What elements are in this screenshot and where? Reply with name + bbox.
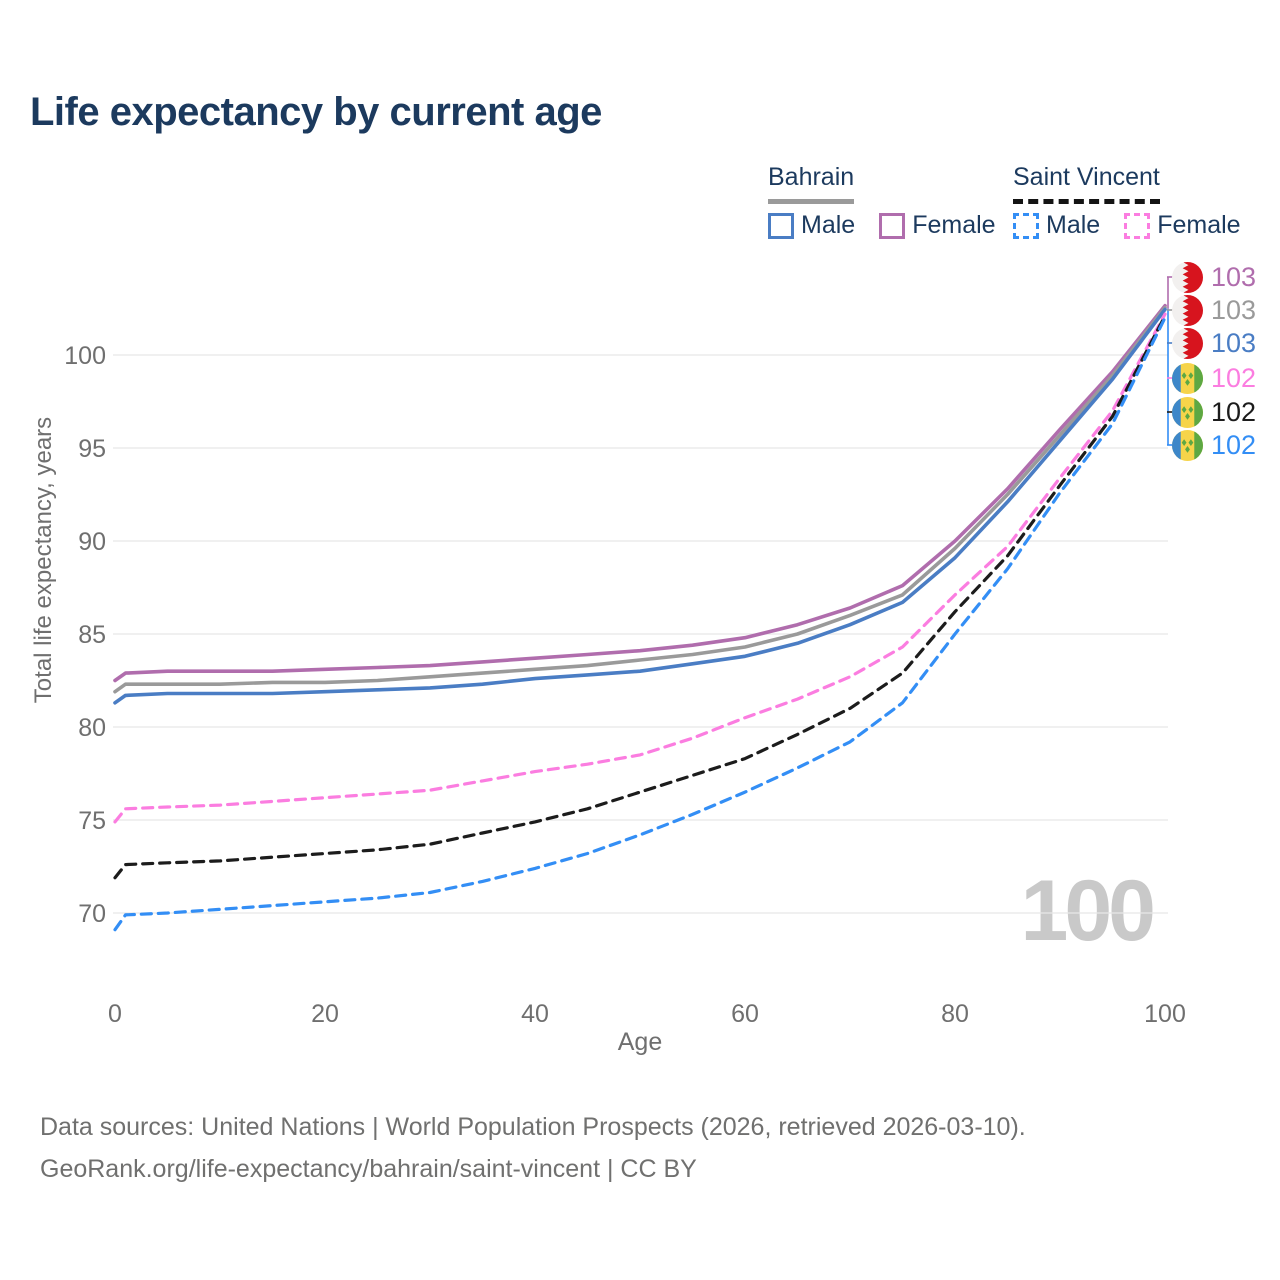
y-tick-label: 95 (78, 435, 106, 463)
x-tick-label: 0 (108, 1000, 122, 1028)
legend-label: Male (801, 211, 856, 239)
end-label-bahrain-female: 103 (1172, 259, 1256, 295)
y-tick-label: 70 (78, 900, 106, 928)
page-title: Life expectancy by current age (30, 90, 602, 134)
series-line-saint-vincent-female[interactable] (113, 312, 1167, 824)
y-tick-label: 100 (64, 342, 106, 370)
bahrain-flag-icon (1172, 327, 1203, 359)
x-axis-title: Age (617, 1028, 663, 1056)
end-label-saint-vincent-male: 102 (1172, 427, 1256, 463)
y-tick-label: 90 (78, 528, 106, 556)
attribution-line: GeoRank.org/life-expectancy/bahrain/sain… (40, 1155, 697, 1183)
saint-vincent-flag-icon (1172, 362, 1203, 394)
saint-vincent-female-swatch-icon (1124, 212, 1151, 239)
end-value: 102 (1211, 429, 1257, 460)
saint-vincent-male-swatch-icon (1013, 212, 1039, 239)
end-label-saint-vincent-both: 102 (1172, 394, 1256, 430)
footer: Data sources: United Nations | World Pop… (40, 1106, 1026, 1190)
data-source-line: Data sources: United Nations | World Pop… (40, 1113, 1026, 1141)
legend-label: Male (1046, 211, 1101, 239)
age-indicator-watermark: 100 (1020, 863, 1157, 959)
bahrain-flag-icon (1172, 261, 1203, 293)
saint-vincent-flag-icon (1172, 429, 1203, 461)
series-line-bahrain-male[interactable] (113, 307, 1167, 705)
y-tick-label: 75 (78, 807, 106, 835)
series-line-bahrain-both-sexes[interactable] (113, 305, 1167, 694)
x-tick-label: 100 (1144, 1000, 1186, 1028)
end-label-bahrain-both: 103 (1172, 292, 1256, 328)
bahrain-flag-icon (1172, 294, 1203, 326)
x-tick-label: 20 (311, 1000, 339, 1028)
legend-item-saint-vincent-male[interactable]: Male (1013, 211, 1100, 240)
legend-item-bahrain-male[interactable]: Male (768, 211, 855, 240)
end-value: 103 (1211, 327, 1257, 358)
end-label-bahrain-male: 103 (1172, 325, 1256, 361)
series-line-saint-vincent-male[interactable] (113, 316, 1167, 932)
legend-country-saint-vincent: Saint Vincent (1013, 163, 1160, 204)
x-tick-label: 40 (521, 1000, 549, 1028)
y-tick-label: 80 (78, 714, 106, 742)
end-label-saint-vincent-female: 102 (1172, 360, 1256, 396)
y-tick-label: 85 (78, 621, 106, 649)
legend-country-bahrain: Bahrain (768, 163, 855, 204)
x-tick-label: 60 (731, 1000, 759, 1028)
x-tick-label: 80 (941, 1000, 969, 1028)
end-value: 103 (1211, 261, 1257, 292)
end-value: 103 (1211, 294, 1257, 325)
legend-label: Female (1157, 211, 1241, 239)
bahrain-male-swatch-icon (768, 212, 794, 239)
series-line-saint-vincent-both-sexes[interactable] (113, 314, 1167, 880)
end-value: 102 (1211, 396, 1257, 427)
bahrain-female-swatch-icon (879, 212, 906, 239)
legend-group-saint-vincent: Saint Vincent Male Female (1013, 163, 1241, 240)
series-line-bahrain-female[interactable] (113, 303, 1167, 683)
legend-label: Female (912, 211, 996, 239)
legend-item-saint-vincent-female[interactable]: Female (1124, 211, 1241, 240)
legend-item-bahrain-female[interactable]: Female (879, 211, 996, 240)
end-value: 102 (1211, 362, 1257, 393)
saint-vincent-flag-icon (1172, 396, 1203, 428)
legend-group-bahrain: Bahrain Male Female (768, 163, 996, 240)
